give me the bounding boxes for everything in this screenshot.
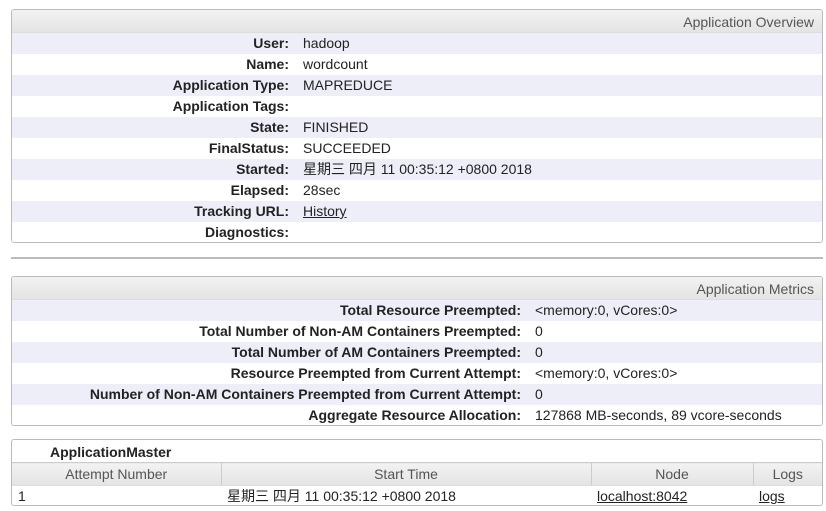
attempts-table: Attempt Number Start Time Node Logs 1 星期… — [12, 462, 822, 506]
row-label: Name: — [246, 56, 289, 72]
row-value — [289, 96, 303, 117]
application-overview-panel: Application Overview User: hadoop Name: wor… — [11, 9, 823, 243]
row-value — [289, 222, 303, 242]
metrics-row: Total Number of Non-AM Containers Preemp… — [12, 321, 822, 342]
overview-row: FinalStatus: SUCCEEDED — [12, 138, 822, 159]
node-link[interactable]: localhost:8042 — [597, 488, 688, 505]
row-value: 28sec — [303, 182, 341, 198]
metrics-row: Total Number of AM Containers Preempted:… — [12, 342, 822, 363]
row-value: 0 — [535, 323, 543, 339]
overview-row: Diagnostics: — [12, 222, 822, 242]
logs-link[interactable]: logs — [759, 488, 785, 505]
divider — [11, 257, 823, 259]
overview-row: Application Tags: — [12, 96, 822, 117]
col-attempt-number[interactable]: Attempt Number — [12, 462, 222, 486]
attempt-number: 1 — [18, 488, 26, 505]
row-label: Tracking URL: — [194, 203, 289, 219]
row-label: Application Type: — [172, 77, 289, 93]
row-value: FINISHED — [303, 119, 369, 135]
overview-title: Application Overview — [12, 10, 822, 33]
row-label: User: — [253, 35, 289, 51]
overview-row: Tracking URL: History — [12, 201, 822, 222]
row-value: <memory:0, vCores:0> — [535, 365, 678, 381]
row-label: State: — [250, 119, 289, 135]
row-value: hadoop — [303, 35, 350, 51]
overview-row: Elapsed: 28sec — [12, 180, 822, 201]
row-value: MAPREDUCE — [303, 77, 393, 93]
col-logs[interactable]: Logs — [753, 462, 822, 486]
row-value: SUCCEEDED — [303, 140, 391, 156]
row-label: Resource Preempted from Current Attempt: — [230, 365, 521, 381]
row-value: wordcount — [303, 56, 368, 72]
table-row: 1 星期三 四月 11 00:35:12 +0800 2018 localhos… — [12, 486, 822, 506]
row-label: Total Resource Preempted: — [339, 302, 521, 318]
metrics-row: Aggregate Resource Allocation: 127868 MB-… — [12, 405, 822, 425]
row-label: Number of Non-AM Containers Preempted fr… — [89, 386, 521, 402]
metrics-row: Resource Preempted from Current Attempt:… — [12, 363, 822, 384]
row-value: 127868 MB-seconds, 89 vcore-seconds — [535, 407, 782, 423]
metrics-row: Number of Non-AM Containers Preempted fr… — [12, 384, 822, 405]
col-node[interactable]: Node — [591, 462, 754, 486]
row-value: 0 — [535, 386, 543, 402]
row-value: <memory:0, vCores:0> — [535, 302, 678, 318]
row-label: Total Number of AM Containers Preempted: — [231, 344, 521, 360]
start-time: 星期三 四月 11 00:35:12 +0800 2018 — [227, 488, 456, 505]
row-label: Diagnostics: — [204, 224, 289, 240]
overview-row: Application Type: MAPREDUCE — [12, 75, 822, 96]
row-label: Total Number of Non-AM Containers Preemp… — [199, 323, 521, 339]
am-title: ApplicationMaster — [50, 444, 172, 460]
tracking-url-link[interactable]: History — [303, 203, 347, 219]
row-label: FinalStatus: — [208, 140, 289, 156]
row-value: 0 — [535, 344, 543, 360]
metrics-title: Application Metrics — [12, 277, 822, 300]
row-label: Application Tags: — [172, 98, 289, 114]
overview-row: Name: wordcount — [12, 54, 822, 75]
row-value: 星期三 四月 11 00:35:12 +0800 2018 — [303, 161, 532, 177]
overview-row: State: FINISHED — [12, 117, 822, 138]
application-master-panel: ApplicationMaster Attempt Number Start T… — [11, 439, 823, 506]
overview-row: User: hadoop — [12, 33, 822, 54]
metrics-row: Total Resource Preempted: <memory:0, vCor… — [12, 300, 822, 321]
row-label: Elapsed: — [230, 182, 289, 198]
overview-row: Started: 星期三 四月 11 00:35:12 +0800 2018 — [12, 159, 822, 180]
row-label: Started: — [236, 161, 289, 177]
col-start-time[interactable]: Start Time — [221, 462, 592, 486]
application-metrics-panel: Application Metrics Total Resource Preem… — [11, 276, 823, 426]
row-label: Aggregate Resource Allocation: — [308, 407, 521, 423]
